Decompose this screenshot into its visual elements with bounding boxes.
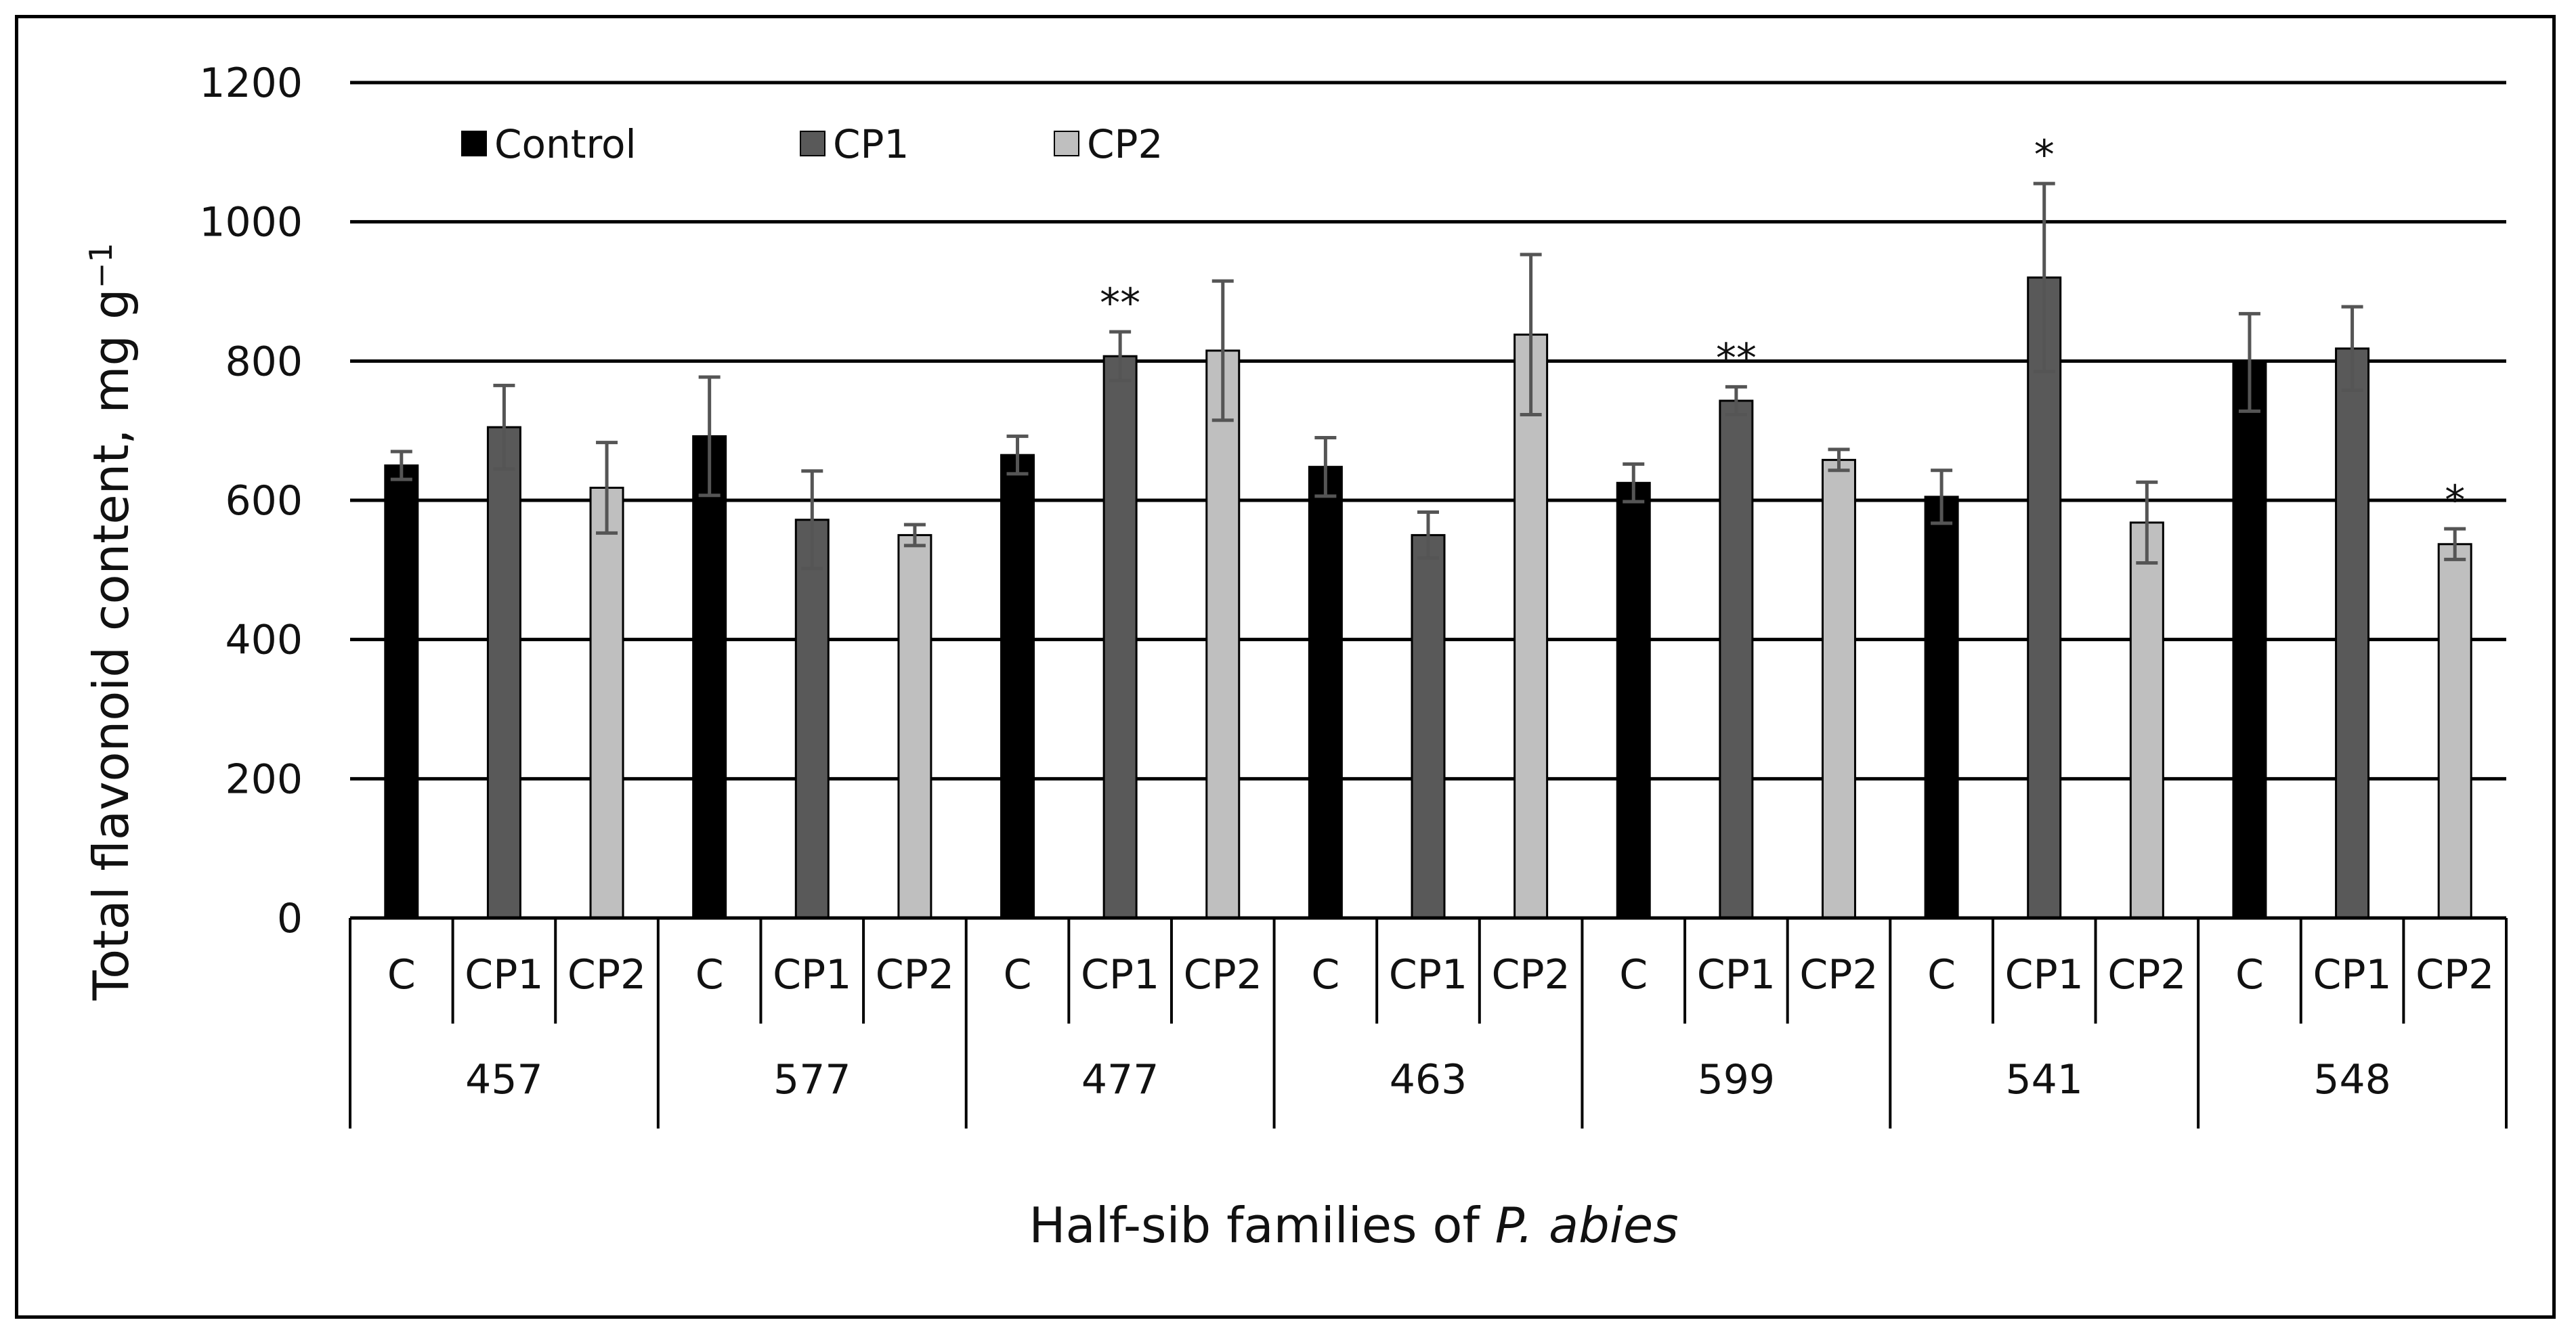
bar: [794, 519, 830, 919]
x-category-label: C: [1004, 951, 1032, 999]
bar: [1616, 481, 1651, 919]
significance-label: **: [1100, 280, 1140, 327]
x-category-label: C: [2235, 951, 2264, 999]
y-tick-label: 800: [225, 338, 303, 385]
y-axis-title: Total flavonoid content, mg g−1: [83, 242, 139, 1001]
x-category-label: C: [695, 951, 724, 999]
y-tick-label: 600: [225, 477, 303, 525]
bar: [486, 426, 521, 919]
bar: [1102, 355, 1138, 919]
axes: 0 200 400 600 800 1000 1200 C CP1 CP2 457 C CP1 CP2 57…: [199, 60, 2508, 1129]
bar: [589, 486, 624, 919]
bar: [2027, 276, 2062, 919]
x-category-label: CP1: [2005, 951, 2084, 999]
y-tick-label: 1200: [199, 60, 303, 107]
x-group-label: 477: [1081, 1056, 1159, 1103]
legend: Control CP1 CP2: [461, 121, 1163, 167]
legend-label: CP1: [833, 121, 909, 167]
x-category-label: CP2: [876, 951, 954, 999]
x-category-label: C: [387, 951, 416, 999]
x-group-label: 548: [2313, 1056, 2391, 1103]
x-group-label: 599: [1698, 1056, 1776, 1103]
significance-label: *: [2445, 477, 2465, 524]
bar: [1411, 533, 1446, 919]
y-tick-label: 1000: [199, 199, 303, 246]
y-tick-label: 400: [225, 617, 303, 664]
x-category-label: C: [1619, 951, 1648, 999]
x-axis-title-italic: P. abies: [1495, 1197, 1679, 1254]
x-category-label: CP2: [1799, 951, 1878, 999]
x-axis-title: Half-sib families of P. abies: [1029, 1197, 1678, 1254]
bar: [692, 435, 727, 919]
y-tick-label: 0: [277, 895, 303, 942]
bars: ******: [384, 131, 2472, 919]
bar: [1205, 349, 1241, 919]
x-category-label: CP1: [1081, 951, 1159, 999]
bar: [897, 533, 932, 919]
x-category-label: CP2: [1184, 951, 1262, 999]
legend-swatch: [1054, 131, 1079, 156]
bar: [2335, 347, 2370, 919]
bar: [1514, 333, 1549, 919]
x-category-label: CP1: [1697, 951, 1776, 999]
bar: [2129, 521, 2164, 919]
x-category-label: CP2: [2416, 951, 2494, 999]
x-category-label: C: [1927, 951, 1956, 999]
y-tick-label: 200: [225, 756, 303, 803]
x-category-label: CP1: [1389, 951, 1467, 999]
x-category-label: CP2: [2107, 951, 2186, 999]
legend-swatch: [800, 131, 825, 156]
x-axis-title-main: Half-sib families of: [1029, 1197, 1495, 1254]
bar: [2437, 543, 2472, 919]
x-category-label: CP2: [567, 951, 646, 999]
y-axis-title-superscript: −1: [83, 242, 119, 288]
legend-label: Control: [494, 121, 637, 167]
bar: [1308, 466, 1343, 919]
significance-label: *: [2034, 131, 2055, 179]
x-group-label: 541: [2005, 1056, 2083, 1103]
y-axis-title-main: Total flavonoid content, mg g: [83, 288, 139, 1001]
significance-label: **: [1716, 334, 1757, 382]
legend-label: CP2: [1087, 121, 1163, 167]
bar: [1924, 496, 1959, 919]
bar: [1821, 458, 1856, 919]
chart-frame: ** ** * * 0 200 400 600 800 1000 1200 C CP1 CP2 457 C C…: [15, 15, 2556, 1319]
x-group-label: 577: [773, 1056, 851, 1103]
x-category-label: CP2: [1491, 951, 1570, 999]
x-group-label: 463: [1390, 1056, 1467, 1103]
x-category-label: CP1: [2313, 951, 2391, 999]
bar: [2232, 361, 2267, 919]
x-category-label: CP1: [773, 951, 851, 999]
bar: [1719, 399, 1754, 919]
bar: [1000, 454, 1035, 919]
x-group-label: 457: [465, 1056, 543, 1103]
legend-swatch: [461, 131, 487, 156]
x-category-label: C: [1311, 951, 1339, 999]
x-category-label: CP1: [465, 951, 543, 999]
bar: [384, 464, 419, 919]
